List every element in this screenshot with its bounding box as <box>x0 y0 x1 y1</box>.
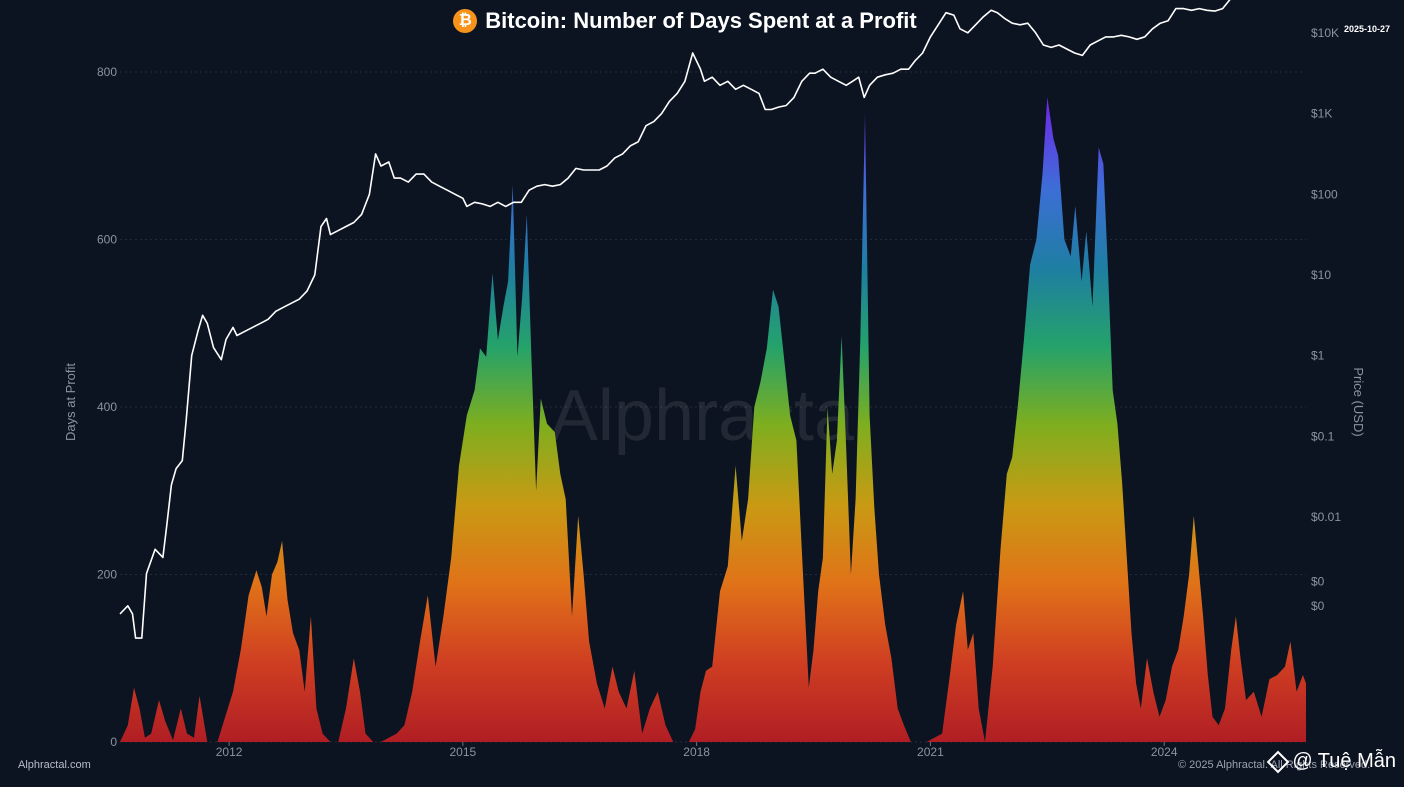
x-tick-label: 2018 <box>683 745 710 759</box>
y2-tick-label: $10 <box>1311 268 1331 282</box>
diamond-icon <box>1266 750 1290 773</box>
y2-tick-label: $10K <box>1311 26 1339 40</box>
y2-tick-label: $0.1 <box>1311 429 1335 443</box>
author-watermark: @ Tuệ Mẫn <box>1266 750 1396 773</box>
y2-tick-label: $1K <box>1311 107 1332 121</box>
y2-tick-label: $100 <box>1311 187 1338 201</box>
date-label: 2025-10-27 <box>1343 24 1390 34</box>
x-tick-label: 2021 <box>917 745 944 759</box>
chart-title-group: ₿ Bitcoin: Number of Days Spent at a Pro… <box>0 8 1370 34</box>
y-tick-label: 200 <box>97 568 117 582</box>
y2-tick-label: $0 <box>1311 575 1325 589</box>
y-tick-label: 0 <box>110 735 117 749</box>
source-label[interactable]: Alphractal.com <box>18 759 91 771</box>
x-tick-label: 2012 <box>216 745 243 759</box>
y-tick-label: 400 <box>97 400 117 414</box>
y-tick-label: 800 <box>97 65 117 79</box>
y-tick-label: 600 <box>97 233 117 247</box>
copyright-label: © 2025 Alphractal. All Rights Reserved. <box>1178 759 1371 771</box>
days-at-profit-area <box>120 97 1306 743</box>
author-label: @ Tuệ Mẫn <box>1292 750 1396 772</box>
x-tick-label: 2024 <box>1151 745 1178 759</box>
y-axis-left: 0 200 400 600 800 <box>97 65 117 749</box>
y2-tick-label: $0.01 <box>1311 510 1341 524</box>
price-line-path <box>119 0 1231 639</box>
x-axis: 2012 2015 2018 2021 2024 <box>216 742 1178 759</box>
y2-tick-label: $1 <box>1311 349 1325 363</box>
price-line <box>119 0 1231 639</box>
chart-title: Bitcoin: Number of Days Spent at a Profi… <box>485 8 917 33</box>
y2-tick-label: $0 <box>1311 599 1325 613</box>
y-axis-right-label: Price (USD) <box>1351 367 1366 436</box>
y-axis-right: $0$0$0.01$0.1$1$10$100$1K$10K$100K <box>1311 26 1341 613</box>
bitcoin-logo-icon: ₿ <box>453 9 478 33</box>
x-tick-label: 2015 <box>450 745 477 759</box>
days-at-profit-area-path <box>120 97 1306 743</box>
y-axis-left-label: Days at Profit <box>63 363 78 441</box>
watermark-text: Alphractal <box>550 376 870 456</box>
